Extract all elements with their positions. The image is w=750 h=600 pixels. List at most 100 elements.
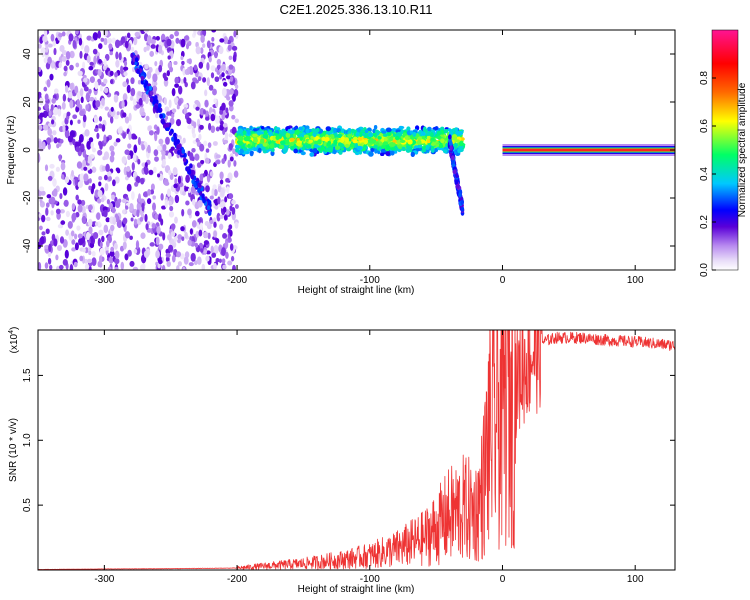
heatmap-cell: [78, 134, 84, 143]
heatmap-cell: [103, 37, 108, 46]
heatmap-cell: [260, 126, 265, 130]
heatmap-cell: [79, 143, 85, 153]
heatmap-cell: [116, 168, 121, 174]
heatmap-cell: [200, 159, 205, 165]
heatmap-cell: [257, 147, 262, 154]
heatmap-cell: [151, 222, 156, 229]
heatmap-cell: [390, 147, 396, 151]
heatmap-cell: [193, 260, 198, 266]
heatmap-cell: [455, 173, 459, 179]
heatmap-cell: [94, 221, 99, 227]
heatmap-cell: [181, 60, 185, 66]
heatmap-cell: [246, 129, 251, 135]
heatmap-cell: [190, 185, 197, 194]
heatmap-cell: [232, 54, 237, 63]
heatmap-cell: [308, 139, 313, 143]
heatmap-cell: [172, 167, 178, 176]
heatmap-cell: [101, 235, 105, 243]
heatmap-cell: [314, 140, 320, 145]
heatmap-cell: [220, 120, 224, 126]
spectrogram-x-axis: -300 -200 -100 0 100: [94, 30, 644, 286]
heatmap-cell: [228, 224, 233, 230]
heatmap-cell: [224, 240, 229, 249]
heatmap-cell: [50, 60, 55, 69]
heatmap-cell: [108, 256, 114, 264]
heatmap-cell: [232, 264, 236, 270]
heatmap-cell: [189, 152, 194, 161]
heatmap-cell: [211, 252, 217, 258]
heatmap-cell: [104, 182, 109, 192]
heatmap-cell: [236, 130, 242, 135]
heatmap-cell: [243, 136, 249, 142]
heatmap-cell: [224, 132, 229, 140]
heatmap-cell: [229, 243, 234, 251]
heatmap-cell: [137, 79, 142, 85]
heatmap-cell: [168, 200, 172, 206]
colorbar-ticks: 0.0 0.2 0.4 0.6 0.8: [699, 71, 716, 277]
heatmap-cell: [143, 250, 150, 259]
heatmap-cell: [356, 145, 363, 151]
heatmap-cell: [129, 95, 134, 101]
heatmap-cell: [150, 44, 156, 49]
y-tick-label: -20: [22, 190, 33, 205]
heatmap-cell: [392, 139, 397, 143]
heatmap-cell: [194, 210, 200, 217]
heatmap-cell: [346, 147, 350, 151]
heatmap-cell: [64, 85, 69, 93]
heatmap-cell: [216, 64, 221, 70]
heatmap-cell: [122, 241, 127, 250]
heatmap-cell: [232, 93, 236, 102]
x-tick-label: -300: [94, 574, 114, 585]
heatmap-cell: [72, 138, 76, 146]
heatmap-cell: [91, 166, 97, 173]
heatmap-cell: [409, 130, 414, 135]
heatmap-cell: [110, 106, 114, 112]
heatmap-cell: [103, 78, 108, 85]
heatmap-cell: [148, 125, 152, 131]
snr-y-label: SNR (10 * v/v): [8, 418, 19, 482]
heatmap-cell: [89, 61, 94, 66]
y-tick-label: 40: [22, 48, 33, 60]
heatmap-cell: [221, 247, 226, 257]
heatmap-cell: [57, 224, 63, 229]
heatmap-cell: [167, 152, 172, 160]
heatmap-cell: [149, 50, 155, 57]
heatmap-cell: [38, 124, 43, 131]
heatmap-cell: [357, 136, 363, 141]
heatmap-cell: [85, 231, 91, 241]
heatmap-cell: [161, 158, 166, 167]
heatmap-cell: [50, 196, 56, 204]
heatmap-cell: [145, 85, 150, 91]
heatmap-cell: [219, 74, 223, 80]
heatmap-cell: [185, 174, 190, 183]
heatmap-cell: [205, 110, 209, 119]
heatmap-cell: [280, 132, 285, 137]
heatmap-cell: [338, 149, 343, 155]
heatmap-cell: [412, 131, 417, 137]
heatmap-cell: [199, 107, 205, 116]
snr-scale-factor: (x104): [8, 327, 20, 354]
heatmap-cell: [430, 132, 434, 138]
heatmap-cell: [199, 173, 204, 182]
heatmap-cell: [71, 239, 76, 245]
heatmap-cell: [401, 146, 406, 151]
heatmap-cell: [197, 199, 203, 208]
heatmap-cell: [97, 69, 102, 77]
heatmap-cell: [188, 262, 194, 267]
heatmap-cell: [49, 264, 53, 270]
heatmap-cell: [38, 213, 42, 219]
heatmap-cell: [203, 231, 209, 239]
heatmap-cell: [146, 45, 150, 51]
y-tick-label: 20: [22, 96, 33, 108]
heatmap-cell: [45, 44, 49, 53]
heatmap-cell: [300, 151, 306, 156]
heatmap-cell: [52, 130, 57, 136]
heatmap-cell: [173, 136, 178, 142]
heatmap-cell: [154, 213, 159, 220]
heatmap-cell: [93, 55, 97, 65]
heatmap-cell: [423, 128, 428, 133]
heatmap-cell: [53, 188, 58, 197]
heatmap-cell: [330, 134, 335, 140]
heatmap-cell: [86, 140, 92, 150]
